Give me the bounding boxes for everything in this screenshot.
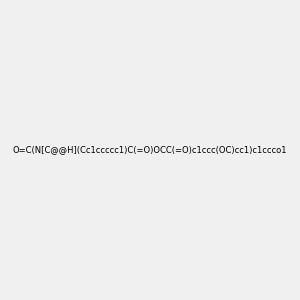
Text: O=C(N[C@@H](Cc1ccccc1)C(=O)OCC(=O)c1ccc(OC)cc1)c1ccco1: O=C(N[C@@H](Cc1ccccc1)C(=O)OCC(=O)c1ccc(…: [13, 146, 287, 154]
